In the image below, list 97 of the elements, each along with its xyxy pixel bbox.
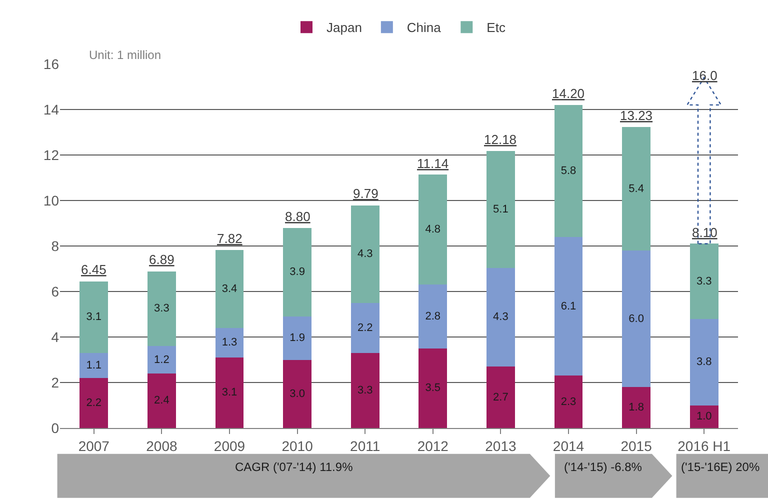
legend-label: China [406, 20, 442, 36]
data-label: 3.1 [86, 311, 102, 324]
y-tick-label: 14 [43, 101, 60, 118]
data-label: 3.1 [222, 386, 238, 399]
bar [554, 236, 583, 376]
data-label: 4.8 [425, 224, 441, 236]
bar [147, 373, 176, 428]
bar [418, 174, 448, 285]
data-label: 1.0 [696, 410, 712, 423]
data-label: 3.3 [154, 302, 170, 315]
data-label: 6.0 [628, 312, 644, 325]
bar [80, 378, 108, 428]
data-label: 4.3 [493, 311, 508, 324]
bar [215, 357, 244, 428]
data-label: 4.3 [357, 248, 373, 260]
bar [486, 268, 515, 367]
bar [147, 346, 176, 374]
x-tick-label: 2012 [417, 438, 449, 454]
data-label: 3.5 [425, 382, 441, 394]
y-tick-label: 10 [43, 192, 60, 208]
data-label: 2.4 [154, 394, 170, 407]
bar [350, 302, 380, 353]
x-tick-label: 2009 [214, 438, 246, 454]
data-label: 3.9 [290, 266, 305, 278]
data-label: 1.8 [628, 402, 644, 414]
total-label: 8.10 [692, 225, 718, 240]
total-label: 8.80 [285, 209, 310, 224]
x-tick-label: 2011 [350, 438, 380, 454]
total-label: 11.14 [417, 156, 449, 171]
y-tick-label: 2 [51, 374, 60, 390]
text: CAGR ('07-'14) 11.9% [235, 460, 354, 474]
x-tick-label: 2010 [282, 438, 314, 454]
x-tick-label: 2014 [552, 438, 584, 454]
bar [283, 316, 312, 360]
total-label: 6.45 [81, 262, 106, 277]
data-label: 5.1 [493, 203, 508, 216]
bar [486, 150, 515, 268]
total-label: 7.82 [217, 231, 242, 246]
bar [622, 127, 651, 251]
bar [350, 352, 380, 428]
x-tick-label: 2008 [146, 438, 178, 454]
data-label: 2.8 [425, 310, 441, 323]
bar [215, 250, 244, 328]
y-tick-label: 6 [51, 283, 60, 300]
annotation: 16.0 [692, 68, 718, 83]
bar [690, 244, 718, 319]
data-label: 3.4 [222, 283, 238, 295]
y-tick-label: 8 [51, 238, 60, 254]
x-tick-label: 2013 [485, 438, 516, 454]
data-label: 3.0 [290, 388, 305, 400]
legend-label: Japan [326, 20, 362, 36]
data-label: 5.8 [560, 164, 576, 177]
bar [622, 387, 651, 428]
total-label: 6.89 [149, 252, 174, 267]
text: Unit: 1 million [89, 48, 162, 62]
data-label: 1.9 [290, 332, 305, 344]
bar [80, 352, 108, 378]
bar [622, 250, 651, 388]
text: ('15-'16E) 20% [681, 460, 760, 474]
data-label: 3.8 [696, 356, 712, 368]
total-label: 12.18 [484, 132, 517, 147]
bar [147, 271, 176, 346]
data-label: 5.4 [628, 182, 644, 195]
y-tick-label: 4 [51, 328, 60, 345]
bar [418, 348, 448, 428]
y-tick-label: 12 [43, 146, 60, 163]
bar [80, 281, 108, 353]
total-label: 9.79 [353, 186, 378, 201]
bar [690, 405, 718, 428]
bar [486, 366, 515, 428]
x-tick-label: 2016 H1 [678, 438, 731, 454]
bar [554, 376, 583, 428]
data-label: 3.3 [696, 275, 712, 288]
data-label: 1.1 [86, 359, 102, 372]
bar [283, 228, 312, 317]
data-label: 2.2 [357, 322, 373, 334]
bar [554, 104, 583, 237]
x-tick-label: 2007 [78, 438, 110, 454]
bar [283, 360, 312, 428]
bar [350, 205, 380, 303]
data-label: 2.3 [560, 396, 576, 408]
data-label: 6.1 [560, 300, 576, 312]
data-label: 1.2 [154, 354, 170, 366]
text: ('14-'15) -6.8% [564, 460, 642, 474]
data-label: 2.7 [493, 391, 508, 404]
y-tick-label: 0 [51, 420, 60, 436]
total-label: 14.20 [552, 86, 585, 101]
y-tick-label: 16 [43, 56, 60, 72]
data-label: 1.3 [222, 336, 238, 349]
bar [418, 284, 448, 348]
data-label: 2.2 [86, 396, 102, 409]
x-tick-label: 2015 [620, 438, 652, 454]
bar [690, 318, 718, 406]
total-label: 13.23 [620, 108, 653, 123]
data-label: 3.3 [357, 384, 373, 396]
bar [215, 328, 244, 358]
legend-label: Etc [486, 20, 506, 36]
